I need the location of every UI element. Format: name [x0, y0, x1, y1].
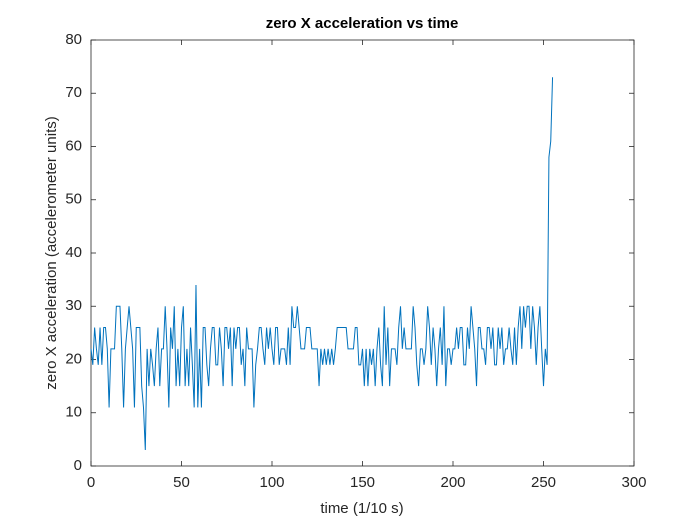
y-tick-label: 60 [65, 137, 82, 154]
y-tick-label: 30 [65, 297, 82, 314]
x-tick-label: 200 [440, 474, 465, 491]
plot-box [90, 39, 635, 467]
chart-title: zero X acceleration vs time [266, 15, 459, 32]
y-tick-label: 20 [65, 350, 82, 367]
x-tick-label: 250 [531, 474, 556, 491]
x-tick-label: 100 [259, 474, 284, 491]
y-tick-label: 50 [65, 191, 82, 208]
y-tick-label: 0 [74, 457, 82, 474]
x-tick-label: 300 [621, 474, 646, 491]
x-axis-label: time (1/10 s) [320, 500, 403, 517]
y-tick-label: 70 [65, 84, 82, 101]
x-tick-label: 0 [87, 474, 95, 491]
data-line [90, 77, 554, 451]
x-tick-label: 150 [350, 474, 375, 491]
y-axis-label: zero X acceleration (accelerometer units… [43, 116, 60, 389]
y-tick-label: 10 [65, 404, 82, 421]
y-tick-label: 80 [65, 31, 82, 48]
y-tick-label: 40 [65, 244, 82, 261]
x-tick-label: 50 [173, 474, 190, 491]
